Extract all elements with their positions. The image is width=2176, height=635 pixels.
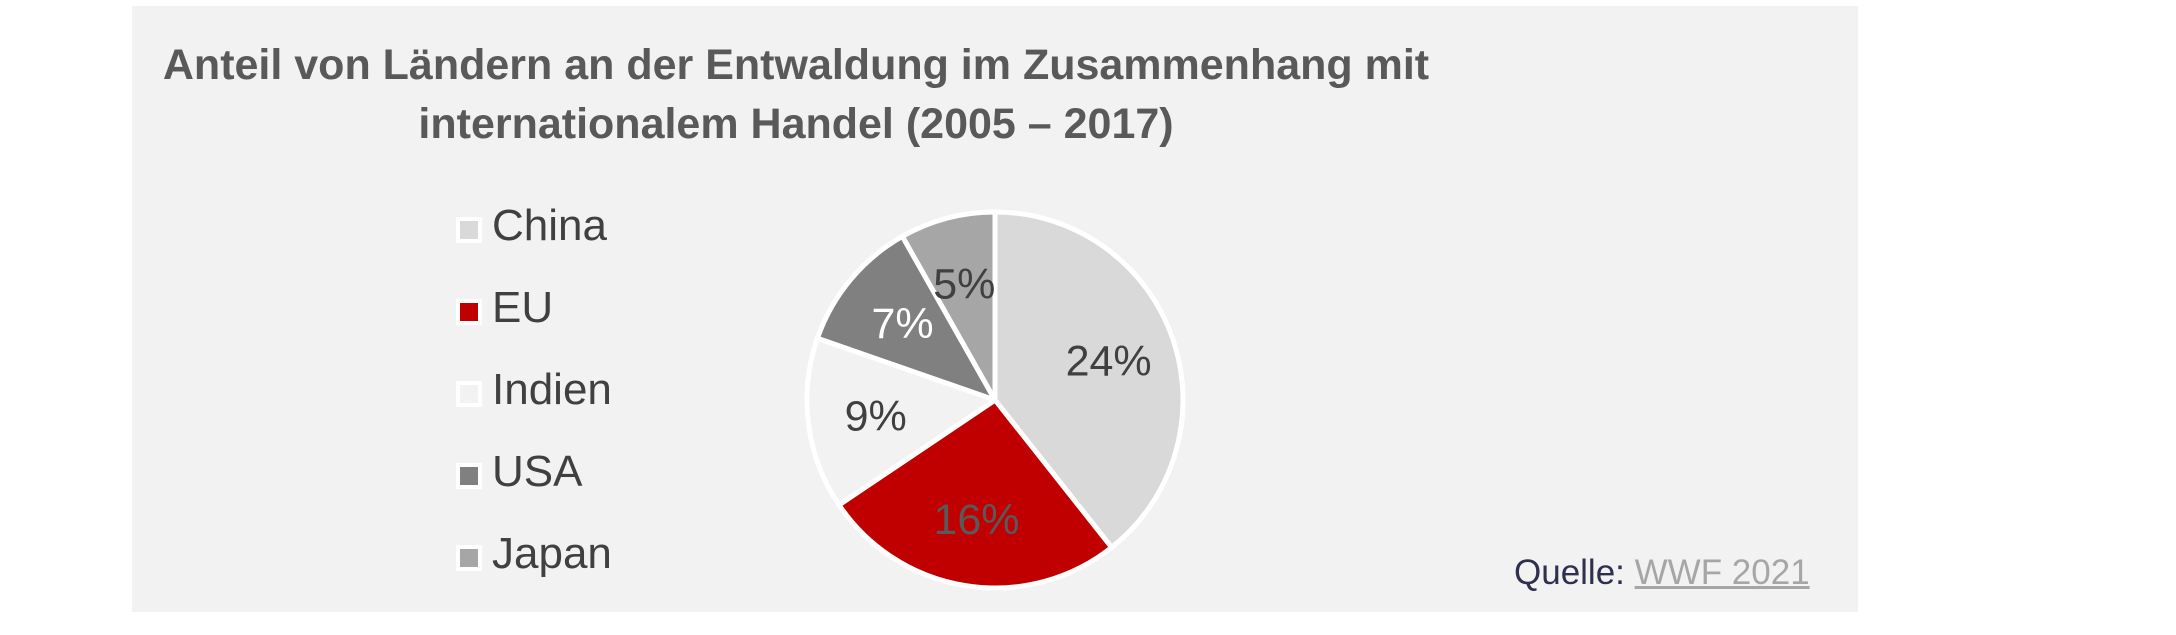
legend-swatch-indien [456, 381, 482, 407]
legend-label-indien: Indien [492, 365, 612, 414]
legend-swatch-eu [456, 299, 482, 325]
chart-title: Anteil von Ländern an der Entwaldung im … [132, 36, 1460, 154]
pie-slice-usa [814, 233, 998, 403]
pie-slice-china [992, 209, 1186, 550]
legend-swatch-japan [456, 545, 482, 571]
legend-label-usa: USA [492, 447, 583, 496]
source-link[interactable]: WWF 2021 [1634, 553, 1810, 592]
pie-label-usa: 7% [872, 300, 934, 348]
pie-label-indien: 9% [845, 392, 907, 440]
pie-label-eu: 16% [933, 496, 1019, 544]
legend-swatch-usa [456, 463, 482, 489]
legend-label-japan: Japan [492, 529, 612, 578]
pie-label-china: 24% [1066, 337, 1152, 385]
chart-title-line-2: internationalem Handel (2005 – 2017) [418, 100, 1174, 148]
source-note: Quelle: WWF 2021 [1514, 550, 1810, 596]
chart-title-line-1: Anteil von Ländern an der Entwaldung im … [162, 41, 1430, 89]
source-prefix: Quelle: [1514, 553, 1635, 592]
pie-slice-japan [899, 209, 998, 403]
legend-label-eu: EU [492, 283, 554, 332]
pie-slice-eu [836, 397, 1115, 591]
pie-label-japan: 5% [933, 261, 995, 309]
legend-swatch-china [456, 217, 482, 243]
pie-slice-indien [804, 335, 998, 508]
legend-label-china: China [492, 201, 607, 250]
